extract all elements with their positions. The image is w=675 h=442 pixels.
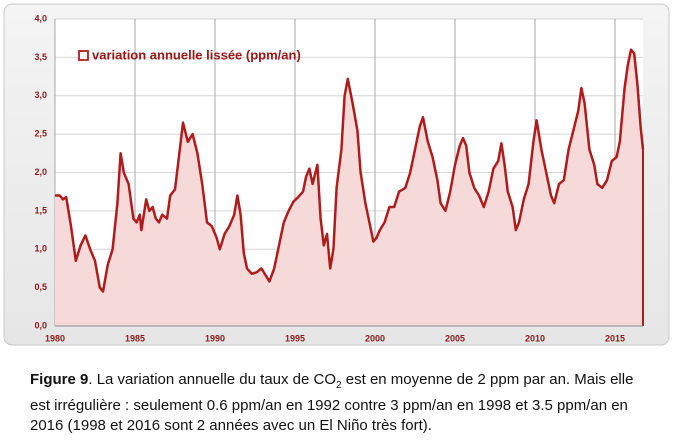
caption-text: . La variation annuelle du taux de CO	[88, 371, 337, 388]
y-tick-label: 2,5	[34, 129, 47, 139]
legend-swatch	[78, 50, 89, 61]
caption: Figure 9. La variation annuelle du taux …	[30, 370, 652, 436]
x-tick-label: 1980	[45, 333, 65, 343]
caption-subscript: 2	[336, 380, 342, 391]
y-tick-label: 1,5	[34, 205, 47, 215]
y-tick-label: 1,0	[34, 244, 47, 254]
y-tick-label: 2,0	[34, 167, 47, 177]
line	[55, 48, 645, 293]
chart: 0,0 0,5 1,0 1,5 2,0 2,5 3,0 3,5 4,0 1980 1985 1990 1…	[3, 3, 670, 346]
x-tick-label: 2010	[525, 333, 545, 343]
x-tick-label: 2015	[605, 333, 625, 343]
y-tick-label: 4,0	[34, 13, 47, 23]
y-tick-label: 3,0	[34, 90, 47, 100]
area	[55, 49, 643, 326]
x-tick-label: 2005	[445, 333, 465, 343]
y-tick-label: 0,5	[34, 282, 47, 292]
y-tick-label: 3,5	[34, 52, 47, 62]
x-tick-label: 1990	[205, 333, 225, 343]
y-tick-label: 0,0	[34, 320, 47, 330]
x-tick-label: 1985	[125, 333, 145, 343]
figure-label: Figure 9	[30, 371, 89, 388]
caption-text: est en moyenne de 2 ppm par an. Mais ell…	[30, 371, 634, 434]
x-tick-label: 2000	[365, 333, 385, 343]
x-tick-label: 1995	[285, 333, 305, 343]
legend-label: variation annuelle lissée (ppm/an)	[92, 47, 301, 62]
